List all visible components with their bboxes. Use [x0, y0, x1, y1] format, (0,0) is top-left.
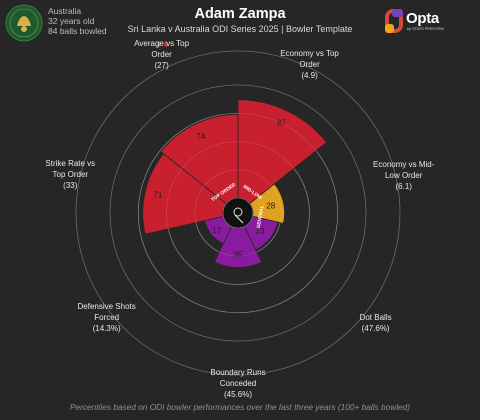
axis-label: Economy vs Top Order (4.9) [260, 48, 360, 81]
decorative-marks: ▮▮ [157, 41, 171, 48]
bar-slice [237, 99, 328, 205]
team-crest-icon [5, 4, 43, 42]
data-label: 17 [212, 226, 221, 235]
axis-label-line: Defensive Shots [77, 302, 136, 312]
axis-label-line: Dot Balls [359, 312, 392, 322]
title-block: Adam Zampa Sri Lanka v Australia ODI Ser… [0, 6, 480, 35]
grid-ring [109, 84, 367, 342]
axis-label-line: Average vs Top [134, 38, 190, 48]
axis-label-line: Conceded [219, 378, 257, 388]
axis-label-line: Top Order [52, 170, 89, 180]
axis-label-line: Low Order [385, 170, 423, 180]
outer-ring [75, 50, 401, 376]
axis-label-line: Order [151, 49, 172, 59]
axis-label-value: (4.9) [301, 70, 318, 80]
chart-subtitle: Sri Lanka v Australia ODI Series 2025 | … [127, 24, 353, 34]
data-label: 74 [196, 132, 205, 141]
data-label: 23 [255, 226, 264, 235]
axis-label: Economy vs Mid- Low Order (6.1) [354, 159, 454, 192]
balls-bowled: 84 balls bowled [48, 26, 107, 36]
axis-label-line: Boundary Runs [210, 367, 266, 377]
axis-label: Dot Balls (47.6%) [326, 312, 426, 334]
opta-wordmark: Opta [406, 10, 439, 27]
axis-label-line: Strike Rate vs [45, 159, 96, 169]
axis-label-line: Economy vs Top [280, 48, 339, 58]
axis-label: Average vs Top Order (27) [112, 38, 212, 71]
team-name: Australia [48, 6, 82, 16]
axis-label-value: (6.1) [395, 181, 412, 191]
data-label: 28 [266, 202, 275, 211]
axis-label-value: (47.6%) [361, 323, 390, 333]
axis-label-value: (45.6%) [223, 389, 252, 399]
data-label: 71 [153, 191, 162, 200]
opta-logo: Opta by STATS PERFORM [384, 8, 466, 34]
center-hub [222, 197, 254, 229]
axis-label-value: (14.3%) [92, 324, 121, 334]
grid-ring-overlay [166, 141, 310, 285]
axis-label-line: Order [299, 59, 320, 69]
grid-ring-overlay [137, 112, 339, 314]
bat-icon [234, 214, 244, 224]
axis-label-value: (33) [63, 181, 78, 191]
group-label: GENERAL [256, 205, 266, 229]
axis-label: Strike Rate vs Top Order (33) [20, 158, 120, 191]
axis-label: Defensive Shots Forced (14.3%) [57, 301, 157, 334]
opta-logo-icon [385, 9, 403, 33]
axis-label: Boundary Runs Conceded (45.6%) [188, 367, 288, 400]
player-meta: Australia 32 years old 84 balls bowled [48, 6, 107, 36]
cricket-ball-icon [233, 207, 243, 217]
data-label: 87 [277, 119, 286, 128]
axis-label-line: Economy vs Mid- [373, 159, 435, 169]
grid-ring-overlay [194, 169, 282, 257]
opta-tagline: by STATS PERFORM [407, 27, 444, 31]
chart-title: Adam Zampa [194, 6, 286, 22]
data-label: 35 [234, 251, 243, 260]
axis-label-value: (27) [154, 60, 169, 70]
footer-note: Percentiles based on ODI bowler performa… [69, 402, 411, 412]
axis-label-line: Forced [94, 313, 120, 323]
player-age: 32 years old [48, 16, 95, 26]
